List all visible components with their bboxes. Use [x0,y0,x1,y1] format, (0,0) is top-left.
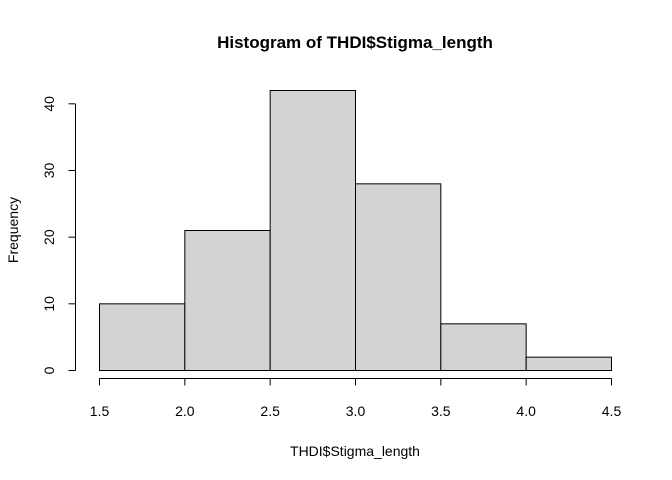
y-tick-label: 40 [41,96,57,112]
x-axis-label: THDI$Stigma_length [290,443,420,459]
x-tick-label: 2.0 [175,403,195,419]
x-axis: 1.5 2.0 2.5 3.0 3.5 4.0 4.5 [90,378,622,419]
histogram-bar-5 [440,323,527,372]
x-tick-label: 4.5 [602,403,622,419]
x-tick-label: 3.0 [346,403,366,419]
x-tick-label: 4.0 [516,403,536,419]
y-tick-label: 10 [41,296,57,312]
histogram-bar-4 [355,183,442,371]
y-tick-label: 30 [41,163,57,179]
histogram-bar-6 [525,356,613,371]
bars-group [99,90,613,372]
x-tick-label: 2.5 [260,403,280,419]
y-axis: 0 10 20 30 40 [41,96,76,374]
chart-title: Histogram of THDI$Stigma_length [217,33,493,52]
y-tick-label: 20 [41,229,57,245]
y-axis-label: Frequency [5,197,21,263]
histogram-bar-2 [184,230,271,371]
y-tick-label: 0 [41,366,57,374]
x-tick-label: 3.5 [431,403,451,419]
x-tick-label: 1.5 [90,403,110,419]
histogram-bar-1 [99,303,186,372]
histogram-bar-3 [269,90,356,371]
